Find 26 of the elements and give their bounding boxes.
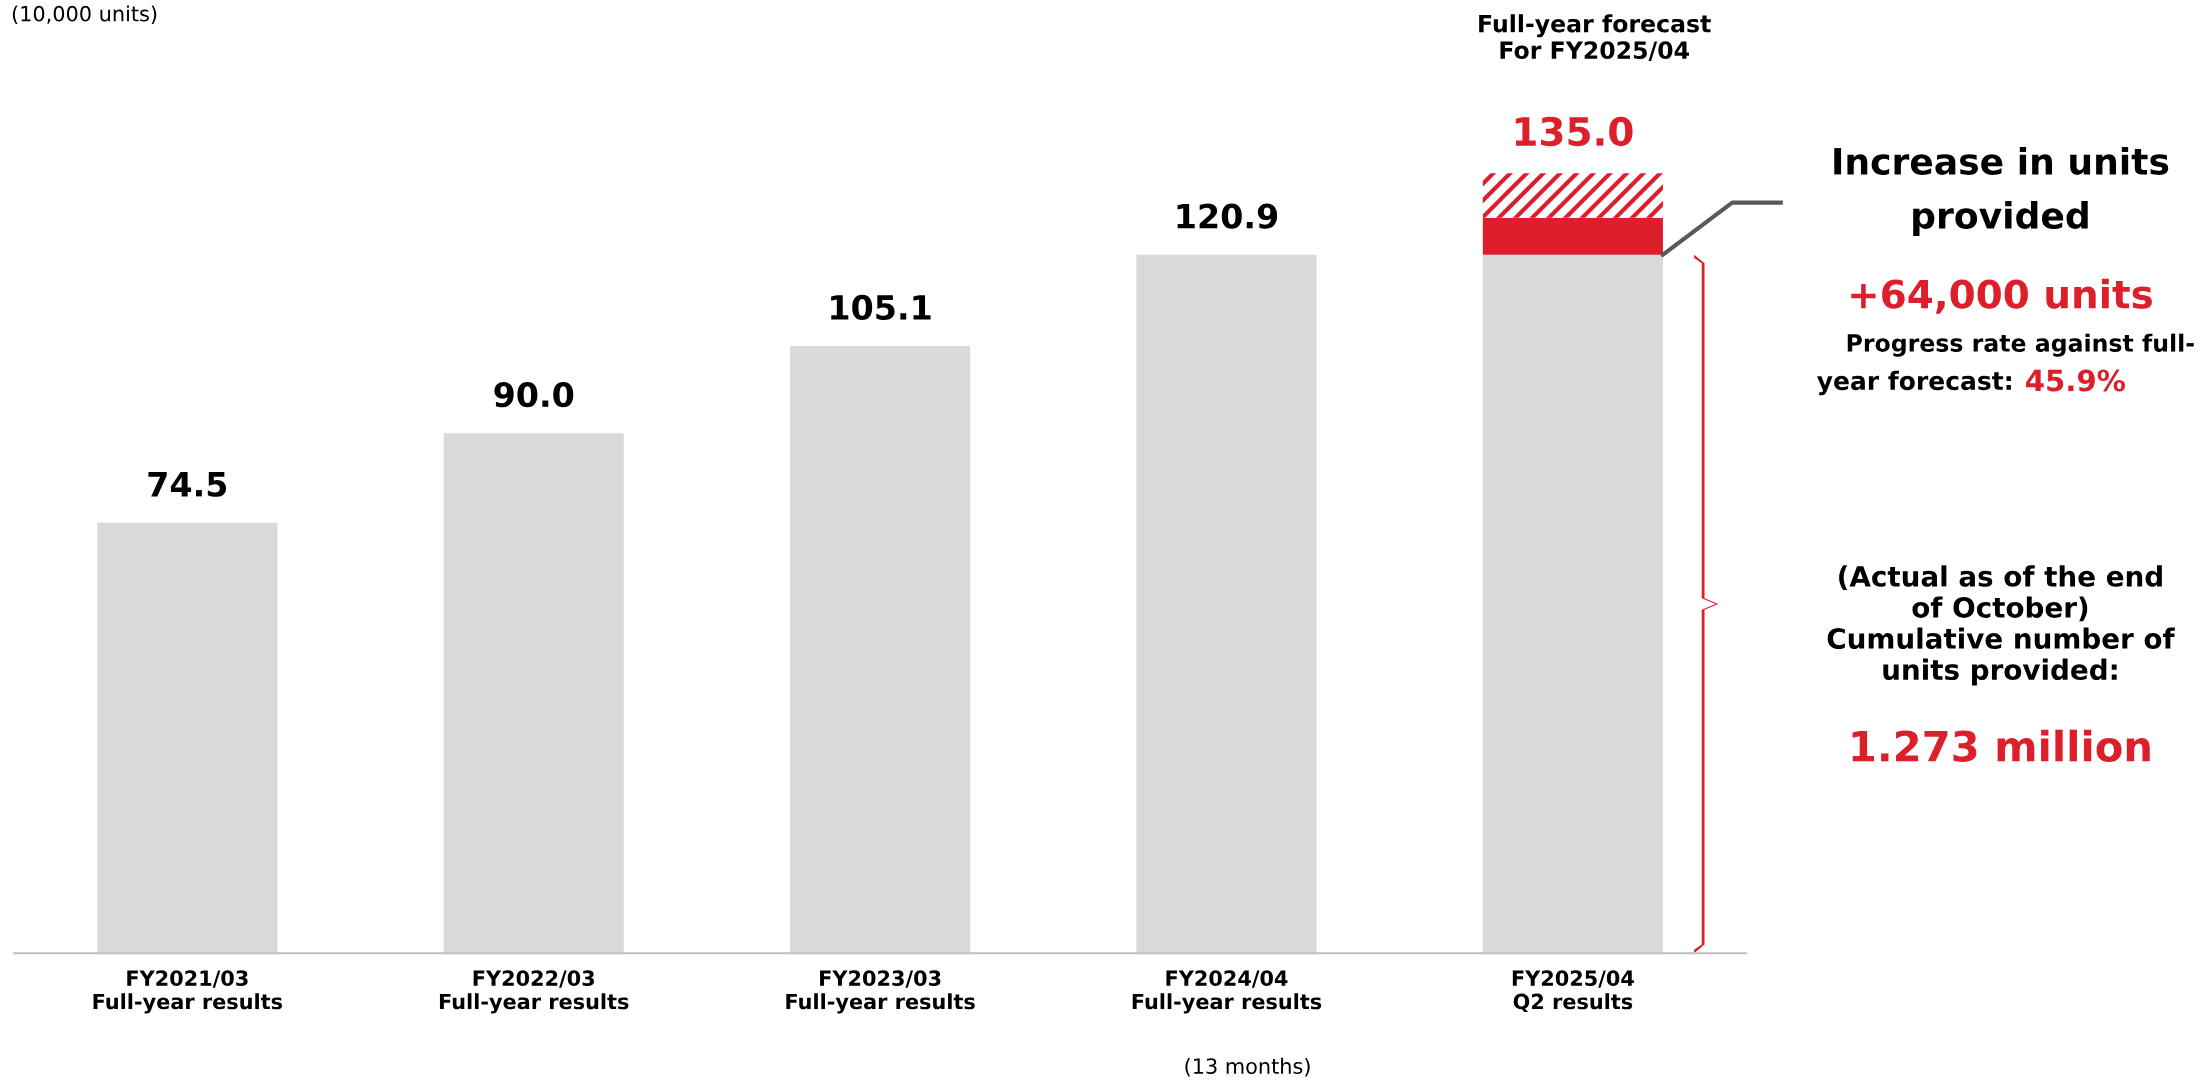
bar <box>443 433 624 954</box>
x-tick-label: FY2025/04 Q2 results <box>1512 970 1634 1013</box>
text: (10,000 units) <box>12 5 157 24</box>
data-label: 105.1 <box>831 294 931 321</box>
text: year forecast: <box>1816 370 2011 396</box>
total-label: 135.0 <box>1515 116 1633 147</box>
x-tick-label: FY2022/03 Full-year results <box>439 970 629 1014</box>
data-label: 90.0 <box>494 382 574 408</box>
data-label: 74.5 <box>148 472 227 497</box>
text: (13 months) <box>1185 1057 1310 1077</box>
bar <box>97 522 278 954</box>
bar <box>790 345 971 954</box>
text: 45.9% <box>2026 369 2125 392</box>
x-tick-label: FY2023/03 Full-year results <box>786 970 975 1014</box>
x-tick-label: FY2024/04 Full-year results <box>1132 970 1322 1014</box>
text: 1.273 million <box>1852 729 2150 762</box>
text: (Actual as of the end of October) Cumulative number of units provided: <box>1827 565 2175 686</box>
bar <box>1482 173 1663 218</box>
text: Progress rate against full- <box>1847 333 2194 357</box>
text: Full-year forecast For FY2025/04 <box>1479 14 1711 61</box>
x-tick-label: FY2021/03 Full-year results <box>93 970 283 1014</box>
text: Increase in units provided <box>1834 146 2169 237</box>
data-label: 120.9 <box>1177 203 1278 229</box>
bar <box>1136 254 1317 954</box>
bar <box>1482 254 1663 954</box>
text: +64,000 units <box>1851 278 2152 314</box>
